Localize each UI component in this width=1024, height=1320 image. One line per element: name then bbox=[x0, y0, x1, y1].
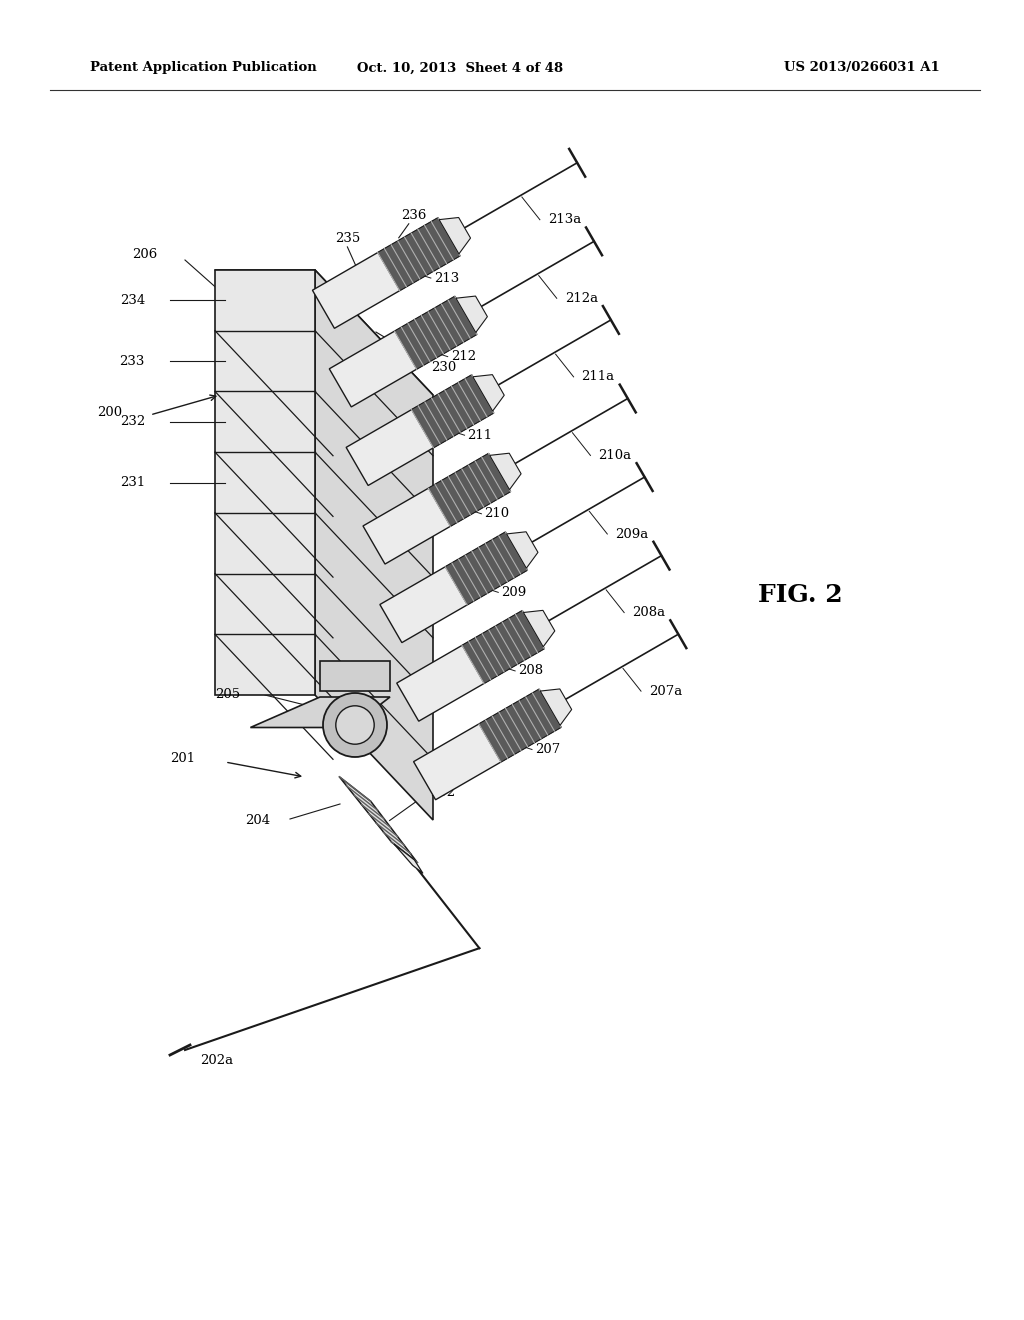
Polygon shape bbox=[380, 532, 527, 643]
Text: 213a: 213a bbox=[548, 214, 582, 226]
Polygon shape bbox=[312, 218, 460, 329]
Polygon shape bbox=[445, 532, 527, 605]
Text: 205: 205 bbox=[215, 689, 240, 701]
Text: 204: 204 bbox=[245, 814, 270, 828]
Polygon shape bbox=[251, 697, 390, 727]
Text: 202a: 202a bbox=[200, 1053, 233, 1067]
Text: 231: 231 bbox=[120, 477, 145, 488]
Text: 210: 210 bbox=[484, 507, 510, 520]
Text: 209a: 209a bbox=[615, 528, 648, 540]
Text: 211a: 211a bbox=[582, 371, 614, 383]
Polygon shape bbox=[362, 454, 511, 564]
Polygon shape bbox=[330, 296, 477, 407]
Text: 211: 211 bbox=[468, 429, 493, 442]
Text: 210a: 210a bbox=[598, 449, 632, 462]
Polygon shape bbox=[473, 375, 504, 411]
Text: 233: 233 bbox=[120, 355, 145, 367]
Text: 235: 235 bbox=[335, 232, 360, 246]
Text: 212: 212 bbox=[451, 350, 476, 363]
Text: 202: 202 bbox=[430, 785, 455, 799]
Polygon shape bbox=[479, 689, 561, 762]
Circle shape bbox=[336, 706, 374, 744]
Polygon shape bbox=[456, 296, 487, 333]
Text: 207: 207 bbox=[535, 743, 560, 756]
Polygon shape bbox=[315, 271, 433, 820]
Polygon shape bbox=[339, 776, 417, 862]
Polygon shape bbox=[412, 375, 494, 447]
Polygon shape bbox=[439, 218, 471, 253]
Polygon shape bbox=[541, 689, 571, 726]
Text: US 2013/0266031 A1: US 2013/0266031 A1 bbox=[784, 62, 940, 74]
Text: FIG. 2: FIG. 2 bbox=[758, 583, 843, 607]
Circle shape bbox=[323, 693, 387, 756]
Text: 232: 232 bbox=[120, 416, 145, 428]
Polygon shape bbox=[346, 375, 494, 486]
Text: 209: 209 bbox=[502, 586, 526, 599]
Text: Oct. 10, 2013  Sheet 4 of 48: Oct. 10, 2013 Sheet 4 of 48 bbox=[357, 62, 563, 74]
Text: 208: 208 bbox=[518, 664, 544, 677]
Polygon shape bbox=[489, 453, 521, 490]
Text: 213: 213 bbox=[434, 272, 459, 285]
Polygon shape bbox=[215, 271, 315, 696]
Polygon shape bbox=[215, 271, 433, 395]
Polygon shape bbox=[394, 843, 423, 874]
Text: 212a: 212a bbox=[565, 292, 598, 305]
Polygon shape bbox=[462, 611, 545, 684]
Text: 200: 200 bbox=[97, 407, 123, 420]
Polygon shape bbox=[319, 661, 390, 690]
Polygon shape bbox=[396, 611, 545, 721]
Text: 207a: 207a bbox=[649, 685, 682, 698]
Polygon shape bbox=[428, 454, 511, 527]
Text: 230: 230 bbox=[431, 360, 457, 374]
Text: Patent Application Publication: Patent Application Publication bbox=[90, 62, 316, 74]
Polygon shape bbox=[378, 218, 460, 290]
Text: 234: 234 bbox=[120, 294, 145, 306]
Text: 208a: 208a bbox=[632, 606, 666, 619]
Text: 236: 236 bbox=[401, 210, 426, 222]
Polygon shape bbox=[414, 689, 561, 800]
Polygon shape bbox=[523, 610, 555, 647]
Polygon shape bbox=[394, 296, 477, 370]
Text: 201: 201 bbox=[170, 752, 195, 766]
Text: 206: 206 bbox=[132, 248, 158, 261]
Polygon shape bbox=[507, 532, 538, 568]
